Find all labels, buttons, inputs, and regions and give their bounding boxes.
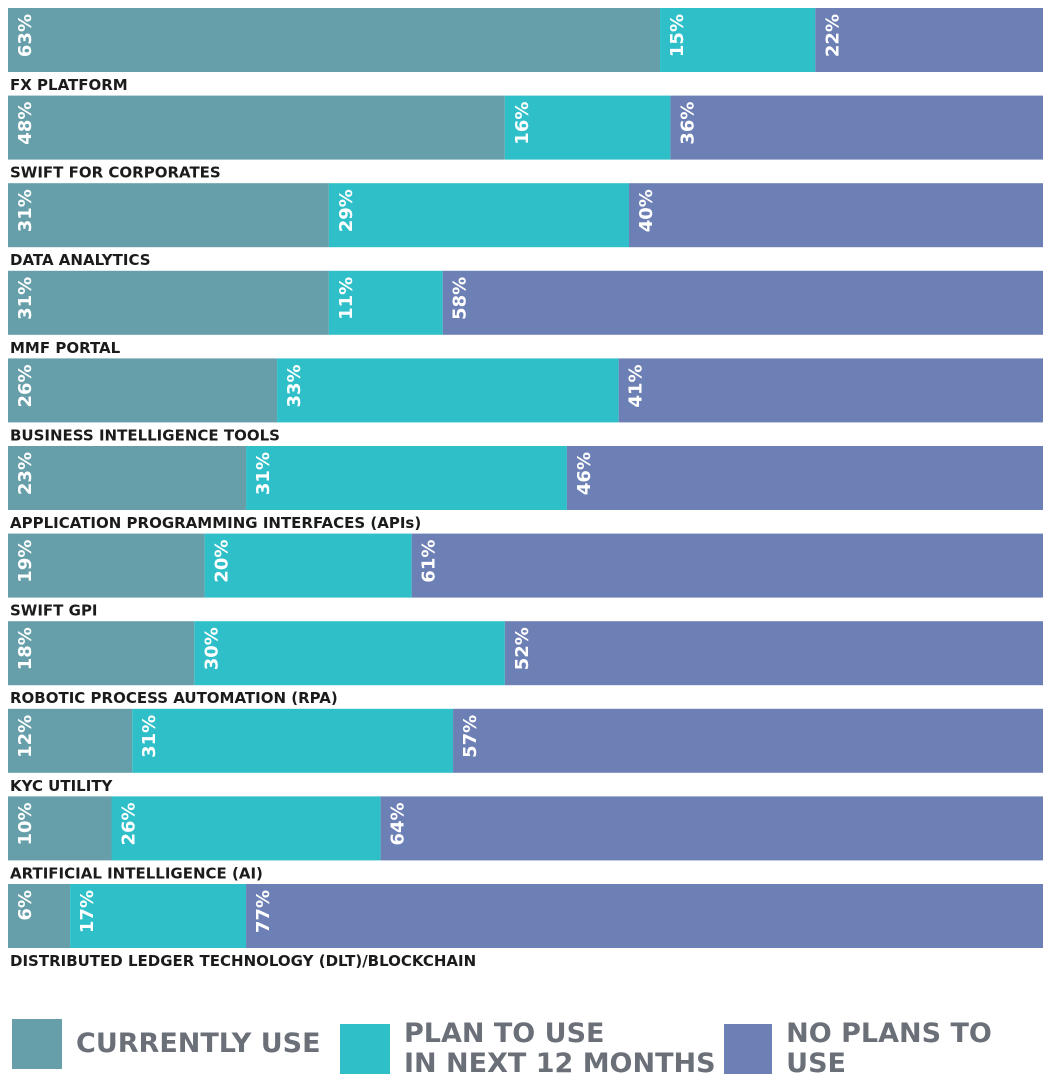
data-label: 64%: [388, 802, 409, 845]
bar-segment: [629, 183, 1043, 248]
data-label: 57%: [460, 715, 481, 758]
data-label: 22%: [822, 14, 843, 57]
legend-label: NO PLANS TO USE: [786, 1018, 992, 1079]
data-label: 10%: [15, 802, 36, 845]
data-label: 58%: [450, 277, 471, 320]
category-label: FX PLATFORM: [10, 76, 128, 94]
bar-segment: [246, 446, 567, 510]
bar-segment: [111, 796, 381, 861]
category-label: SWIFT FOR CORPORATES: [10, 164, 221, 182]
bar-segment: [8, 95, 505, 160]
chart-legend: CURRENTLY USE PLAN TO USE IN NEXT 12 MON…: [0, 1016, 1051, 1079]
bar-segment: [504, 621, 1043, 686]
category-label: SWIFT GPI: [10, 602, 98, 620]
legend-label: PLAN TO USE IN NEXT 12 MONTHS: [404, 1018, 716, 1079]
bar-segment: [132, 708, 454, 773]
category-label: ARTIFICIAL INTELLIGENCE (AI): [10, 864, 263, 882]
legend-label: CURRENTLY USE: [76, 1028, 321, 1059]
bar-segment: [660, 8, 816, 72]
category-label: MMF PORTAL: [10, 339, 121, 357]
data-label: 52%: [512, 627, 533, 670]
data-label: 46%: [574, 452, 595, 495]
category-label: APPLICATION PROGRAMMING INTERFACES (APIs…: [10, 514, 421, 532]
bar-segment: [670, 95, 1043, 160]
category-label: KYC UTILITY: [10, 777, 114, 795]
data-label: 41%: [626, 364, 647, 407]
data-label: 31%: [139, 715, 160, 758]
category-label: DISTRIBUTED LEDGER TECHNOLOGY (DLT)/BLOC…: [10, 952, 476, 970]
bar-segment: [277, 358, 619, 423]
bar-segment: [8, 884, 71, 948]
data-label: 77%: [253, 890, 274, 933]
data-label: 20%: [212, 540, 233, 583]
stacked-bar-chart: 63% 15% 22% FX PLATFORM 48% 16% 36% SWIFT FOR C…: [8, 8, 1044, 970]
bar-segment: [8, 708, 133, 773]
bar-segment: [566, 446, 1043, 510]
bar-segment: [8, 533, 205, 598]
bar-segment: [815, 8, 1043, 72]
data-label: 17%: [77, 890, 98, 933]
legend-item-no-plans: NO PLANS TO USE: [724, 1019, 1051, 1079]
data-label: 12%: [15, 715, 36, 758]
data-label: 31%: [253, 452, 274, 495]
bar-segment: [504, 95, 671, 160]
category-label: DATA ANALYTICS: [10, 251, 151, 269]
data-label: 31%: [15, 277, 36, 320]
data-label: 23%: [15, 452, 36, 495]
data-label: 30%: [201, 627, 222, 670]
bar-segment: [8, 796, 112, 861]
bar-segment: [8, 270, 329, 335]
bar-segment: [618, 358, 1043, 423]
data-label: 26%: [119, 802, 140, 845]
legend-swatch: [340, 1024, 390, 1074]
legend-swatch: [724, 1024, 773, 1074]
data-label: 48%: [15, 102, 36, 145]
bar-segment: [8, 446, 247, 510]
bar-segment: [70, 884, 247, 948]
data-label: 26%: [15, 364, 36, 407]
legend-item-plan-to-use: PLAN TO USE IN NEXT 12 MONTHS: [340, 1019, 716, 1079]
bar-segment: [328, 183, 629, 248]
bar-segment: [246, 884, 1044, 948]
data-label: 29%: [336, 189, 357, 232]
data-label: 33%: [284, 364, 305, 407]
bar-segment: [411, 533, 1043, 598]
bar-segment: [8, 8, 661, 72]
category-label: ROBOTIC PROCESS AUTOMATION (RPA): [10, 689, 338, 707]
bar-segment: [204, 533, 412, 598]
bar-segment: [442, 270, 1043, 335]
bar-segment: [380, 796, 1044, 861]
data-label: 6%: [15, 890, 36, 921]
bar-segment: [8, 621, 195, 686]
data-label: 36%: [677, 102, 698, 145]
data-label: 31%: [15, 189, 36, 232]
bar-segment: [453, 708, 1043, 773]
data-label: 19%: [15, 540, 36, 583]
bar-segment: [194, 621, 505, 686]
bar-segment: [8, 358, 278, 423]
data-label: 63%: [15, 14, 36, 57]
bar-segment: [8, 183, 329, 248]
data-label: 16%: [512, 102, 533, 145]
data-label: 61%: [419, 540, 440, 583]
data-label: 40%: [636, 189, 657, 232]
category-label: BUSINESS INTELLIGENCE TOOLS: [10, 426, 280, 444]
legend-swatch: [12, 1019, 62, 1069]
data-label: 15%: [667, 14, 688, 57]
data-label: 18%: [15, 627, 36, 670]
legend-item-currently-use: CURRENTLY USE: [12, 1019, 321, 1069]
data-label: 11%: [336, 277, 357, 320]
bar-segment: [328, 270, 443, 335]
